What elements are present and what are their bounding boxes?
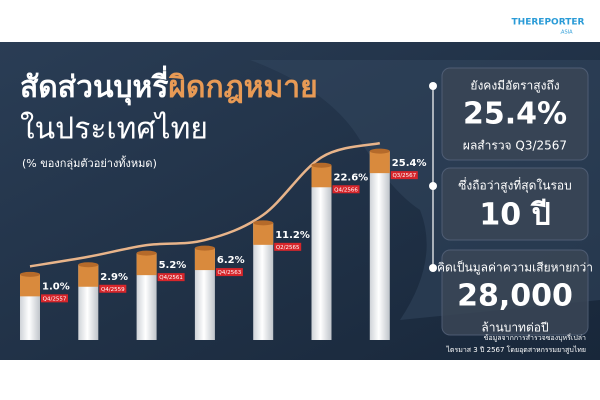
category-label: Q2/2565 (276, 245, 300, 251)
cigarette-end (78, 262, 99, 268)
title-part: สัดส่วนบุหรี่ (20, 65, 168, 106)
cigarette (253, 220, 274, 340)
value-label: 5.2% (159, 260, 187, 271)
cigarette-end (311, 162, 332, 168)
cigarette (78, 262, 99, 340)
cigarette-body (311, 165, 332, 340)
category-label: Q4/2566 (334, 187, 358, 193)
category-label: Q4/2557 (43, 296, 67, 302)
category-tag (157, 273, 185, 282)
panel-dot (429, 82, 437, 90)
panel-text: ยังคงมีอัตราสูงถึง (470, 79, 559, 94)
cigarette-filter (136, 253, 157, 276)
cigarette-filter (194, 248, 215, 271)
cigarette-body (369, 151, 390, 340)
cigarette-filter (311, 165, 332, 188)
cigarette-end (136, 250, 157, 256)
cigarette (194, 245, 215, 340)
cigarette-filter (253, 222, 274, 245)
info-panel (441, 67, 589, 161)
cigarette-end (194, 245, 215, 251)
cigarette-body (253, 222, 274, 340)
source: ข้อมูลจากการสำรวจซองบุหรี่เปล่า (484, 333, 586, 342)
value-label: 25.4% (392, 158, 427, 169)
cigarette-filter (369, 151, 390, 174)
cigarette-filter (20, 274, 40, 297)
category-label: Q4/2561 (159, 275, 183, 281)
title-part: ผิดกฎหมาย (168, 70, 318, 105)
category-tag (99, 284, 127, 293)
cigarette (136, 250, 157, 340)
value-label: 6.2% (217, 255, 245, 266)
value-label: 1.0% (42, 281, 70, 292)
value-label: 22.6% (334, 172, 369, 183)
panel-text: ผลสำรวจ Q3/2567 (463, 139, 567, 153)
category-label: Q4/2563 (218, 270, 242, 276)
value-label: 11.2% (275, 230, 310, 241)
chart-title-line2: ในประเทศไทย (20, 111, 208, 147)
category-tag (274, 242, 302, 251)
panel-value: 10 ปี (479, 198, 550, 233)
subtitle: (% ของกลุ่มตัวอย่างทั้งหมด) (22, 155, 157, 170)
chart-title: สัดส่วนบุหรี่ผิดกฎหมาย (20, 65, 318, 106)
value-label: 2.9% (100, 272, 128, 283)
cigarette-end (369, 148, 390, 154)
category-tag (390, 171, 418, 180)
cigarette-end (253, 220, 274, 226)
category-tag (332, 185, 360, 194)
logo: THEREPORTER (512, 18, 585, 28)
category-tag (41, 294, 68, 303)
cigarette-body (194, 248, 215, 340)
cigarette (20, 271, 40, 340)
logo-sub: .ASIA (559, 30, 573, 36)
cigarette (311, 162, 332, 340)
cigarette-filter (78, 264, 99, 287)
panel-dot (429, 264, 437, 272)
category-tag (215, 268, 243, 277)
category-label: Q4/2559 (101, 287, 125, 293)
info-panel (441, 167, 589, 241)
cigarette-end (20, 271, 40, 277)
panel-dot (429, 182, 437, 190)
source: ไตรมาส 3 ปี 2567 โดยอุตสาหกรรมยาสูบไทย (445, 345, 586, 354)
panel-value: 25.4% (463, 97, 567, 132)
cigarette (369, 148, 390, 340)
category-label: Q3/2567 (392, 173, 416, 179)
panel-text: ซึ่งถือว่าสูงที่สุดในรอบ (458, 177, 572, 194)
panel-value: 28,000 (457, 279, 573, 314)
panel-text: ล้านบาทต่อปี (481, 321, 548, 335)
panel-text: คิดเป็นมูลค่าความเสียหายกว่า (437, 260, 593, 276)
info-panel (441, 249, 589, 336)
trend-line (29, 141, 381, 268)
